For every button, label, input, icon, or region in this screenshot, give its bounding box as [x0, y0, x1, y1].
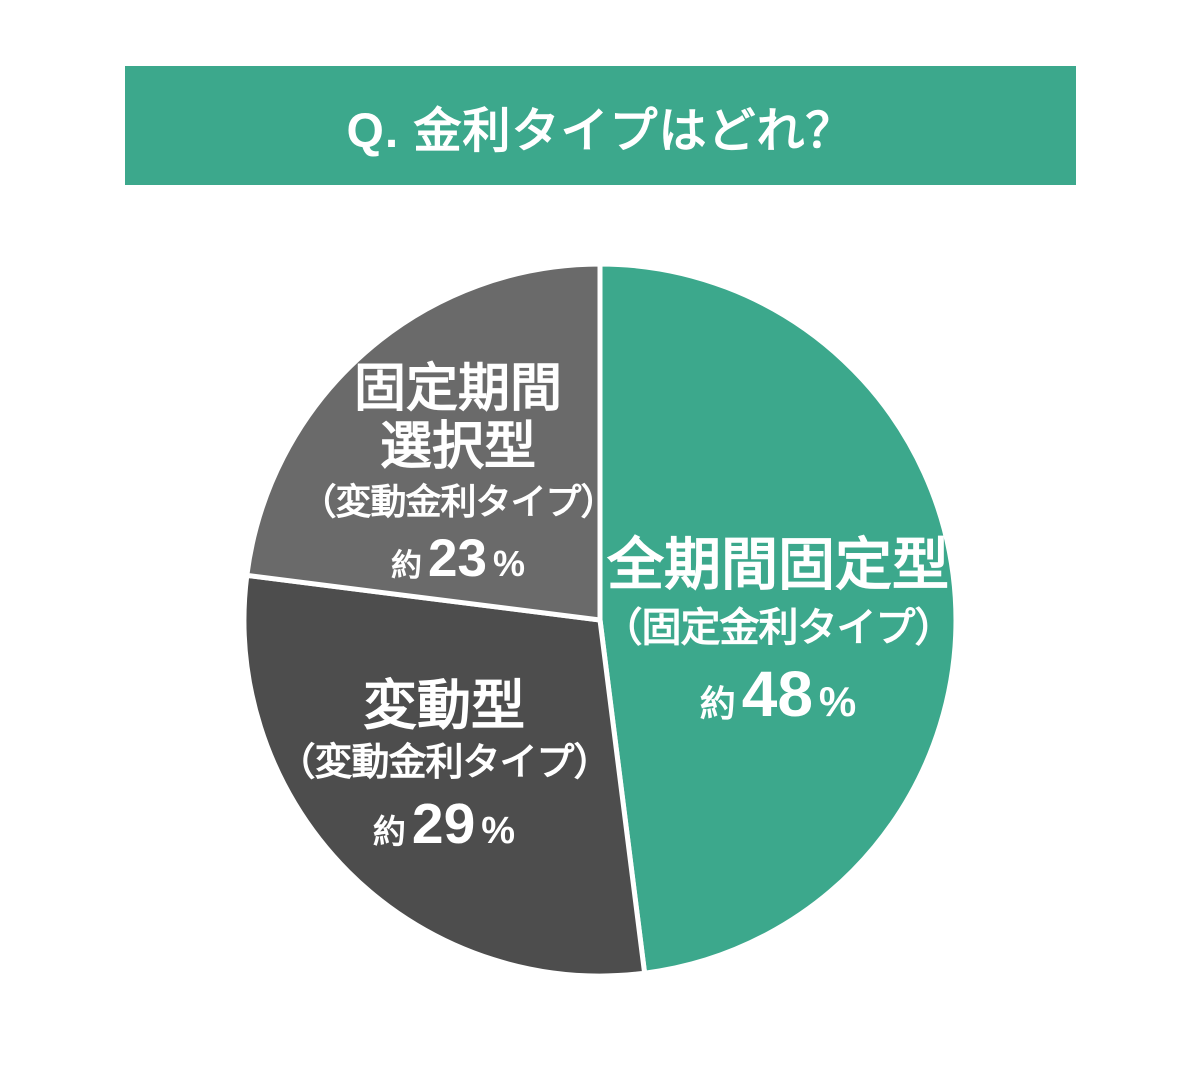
pie-slice-1: [241, 572, 648, 979]
approx-prefix: 約: [699, 682, 736, 724]
slice-name-line2: 選択型: [379, 418, 537, 477]
pie-chart: [240, 260, 960, 980]
slice-name: 全期間固定型: [607, 533, 949, 597]
slice-percent-number: 48: [741, 657, 813, 730]
slice-subname: （変動金利タイプ）: [300, 481, 616, 523]
percent-sign: %: [818, 677, 857, 725]
slice-label-zenkikan-kotei: 全期間固定型 （固定金利タイプ） 約 48 %: [602, 533, 955, 731]
slice-value: 約 48 %: [603, 657, 954, 731]
approx-prefix: 約: [372, 813, 406, 851]
approx-prefix: 約: [391, 547, 423, 583]
slice-label-hendo: 変動型 （変動金利タイプ） 約 29 %: [277, 676, 611, 857]
slice-name-line1: 固定期間: [353, 360, 563, 418]
slice-value: 約 23 %: [300, 529, 615, 588]
pie-slice-2: [244, 261, 603, 623]
slice-percent-number: 23: [428, 528, 487, 588]
percent-sign: %: [481, 810, 516, 853]
slice-value: 約 29 %: [277, 792, 610, 857]
question-banner: Q. 金利タイプはどれ？: [125, 66, 1076, 185]
slice-percent-number: 29: [411, 792, 476, 857]
slice-subname: （変動金利タイプ）: [277, 742, 611, 785]
percent-sign: %: [492, 542, 525, 584]
pie-slice-0: [597, 261, 959, 976]
page-title: Q. 金利タイプはどれ？: [346, 104, 855, 158]
pie-chart-svg: [241, 261, 959, 979]
slice-subname: （固定金利タイプ）: [602, 605, 955, 650]
slice-name: 変動型: [362, 676, 525, 736]
slice-label-kotei-kikan-sentaku: 固定期間 選択型 （変動金利タイプ） 約 23 %: [300, 360, 616, 588]
